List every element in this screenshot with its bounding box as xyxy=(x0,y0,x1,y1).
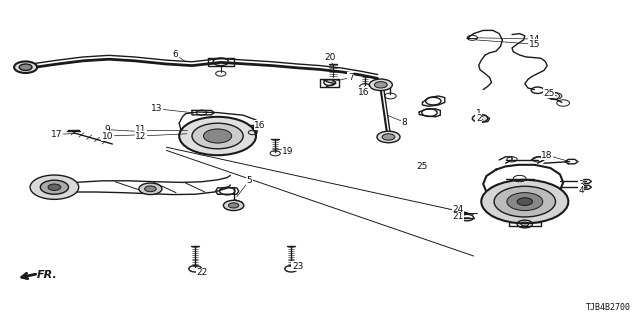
Text: 14: 14 xyxy=(529,35,540,44)
Text: 7: 7 xyxy=(348,73,353,82)
Circle shape xyxy=(369,79,392,91)
Text: 20: 20 xyxy=(324,53,335,62)
Text: 4: 4 xyxy=(579,186,584,195)
Circle shape xyxy=(374,82,387,88)
Text: 18: 18 xyxy=(541,151,553,160)
Text: 24: 24 xyxy=(452,205,463,214)
Text: 6: 6 xyxy=(173,50,178,59)
Circle shape xyxy=(30,175,79,199)
Text: 16: 16 xyxy=(358,88,369,97)
Circle shape xyxy=(377,131,400,143)
Circle shape xyxy=(139,183,162,195)
Circle shape xyxy=(145,186,156,192)
Circle shape xyxy=(14,61,37,73)
Text: 13: 13 xyxy=(151,104,163,113)
Text: 11: 11 xyxy=(135,125,147,134)
Text: 23: 23 xyxy=(292,262,303,271)
Circle shape xyxy=(382,134,395,140)
Circle shape xyxy=(481,180,568,223)
Text: 5: 5 xyxy=(247,176,252,185)
Circle shape xyxy=(507,193,543,211)
Text: 17: 17 xyxy=(51,130,62,139)
Text: 16: 16 xyxy=(254,121,266,130)
Text: 22: 22 xyxy=(196,268,208,277)
Text: 2: 2 xyxy=(476,114,481,123)
Circle shape xyxy=(223,200,244,211)
Text: 9: 9 xyxy=(105,125,110,134)
Text: 25: 25 xyxy=(543,89,555,98)
Text: 12: 12 xyxy=(135,132,147,140)
Circle shape xyxy=(494,186,556,217)
Text: 15: 15 xyxy=(529,40,540,49)
Circle shape xyxy=(204,129,232,143)
Text: 1: 1 xyxy=(476,109,481,118)
Text: 10: 10 xyxy=(102,132,113,140)
Text: 25: 25 xyxy=(417,162,428,171)
Text: 3: 3 xyxy=(579,180,584,189)
Circle shape xyxy=(40,180,68,194)
Circle shape xyxy=(19,64,32,70)
Circle shape xyxy=(48,184,61,190)
Circle shape xyxy=(192,123,243,149)
Circle shape xyxy=(179,117,256,155)
Text: 8: 8 xyxy=(402,118,407,127)
Text: TJB4B2700: TJB4B2700 xyxy=(586,303,630,312)
Text: FR.: FR. xyxy=(37,269,58,280)
Circle shape xyxy=(517,198,532,205)
Circle shape xyxy=(228,203,239,208)
Text: 21: 21 xyxy=(452,212,463,221)
Text: 19: 19 xyxy=(282,147,294,156)
Circle shape xyxy=(472,115,488,122)
